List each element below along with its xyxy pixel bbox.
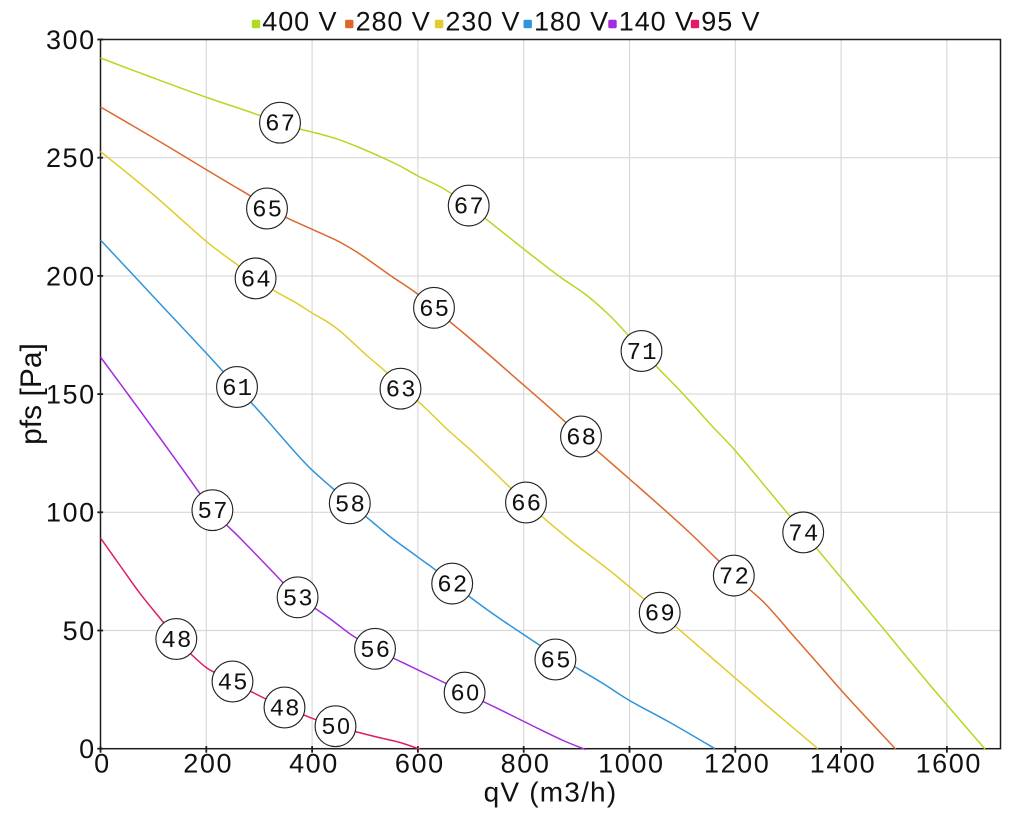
svg-text:48: 48 <box>161 628 192 655</box>
svg-text:0: 0 <box>94 748 111 778</box>
svg-text:53: 53 <box>283 586 314 613</box>
svg-text:150: 150 <box>46 380 96 410</box>
svg-text:66: 66 <box>511 492 542 519</box>
svg-text:61: 61 <box>222 376 253 403</box>
svg-text:280 V: 280 V <box>356 7 431 37</box>
svg-text:800: 800 <box>501 748 551 778</box>
svg-text:250: 250 <box>46 143 96 173</box>
svg-text:1600: 1600 <box>916 748 982 778</box>
svg-text:pfs [Pa]: pfs [Pa] <box>15 343 48 445</box>
svg-text:140 V: 140 V <box>619 7 694 37</box>
svg-text:48: 48 <box>270 697 301 724</box>
svg-text:50: 50 <box>321 713 351 742</box>
svg-text:67: 67 <box>454 195 485 222</box>
svg-text:71: 71 <box>627 340 658 367</box>
svg-text:qV (m3/h): qV (m3/h) <box>484 777 618 808</box>
svg-text:200: 200 <box>46 261 96 291</box>
svg-text:69: 69 <box>645 602 676 629</box>
svg-text:1400: 1400 <box>810 748 876 778</box>
svg-text:600: 600 <box>395 748 445 778</box>
svg-text:65: 65 <box>419 297 450 324</box>
svg-text:63: 63 <box>386 378 417 405</box>
svg-text:64: 64 <box>241 267 272 294</box>
svg-text:400 V: 400 V <box>262 7 337 37</box>
svg-text:1200: 1200 <box>704 748 770 778</box>
svg-text:65: 65 <box>540 649 571 676</box>
svg-text:180 V: 180 V <box>534 7 609 37</box>
svg-text:45: 45 <box>218 671 249 698</box>
svg-text:400: 400 <box>289 748 339 778</box>
svg-text:62: 62 <box>437 573 468 600</box>
svg-text:72: 72 <box>719 565 750 592</box>
svg-text:74: 74 <box>788 521 819 548</box>
svg-text:1000: 1000 <box>598 748 664 778</box>
svg-text:200: 200 <box>183 748 233 778</box>
svg-text:65: 65 <box>252 198 283 225</box>
svg-text:0: 0 <box>79 734 96 764</box>
svg-text:230 V: 230 V <box>445 7 520 37</box>
svg-text:57: 57 <box>197 499 228 526</box>
svg-text:56: 56 <box>360 638 391 665</box>
svg-text:68: 68 <box>566 426 597 453</box>
svg-text:100: 100 <box>46 498 96 528</box>
svg-text:300: 300 <box>46 25 96 55</box>
svg-text:67: 67 <box>265 112 296 139</box>
svg-text:95 V: 95 V <box>701 7 760 37</box>
svg-text:58: 58 <box>335 492 366 519</box>
svg-text:50: 50 <box>63 616 96 646</box>
svg-text:60: 60 <box>450 679 480 708</box>
